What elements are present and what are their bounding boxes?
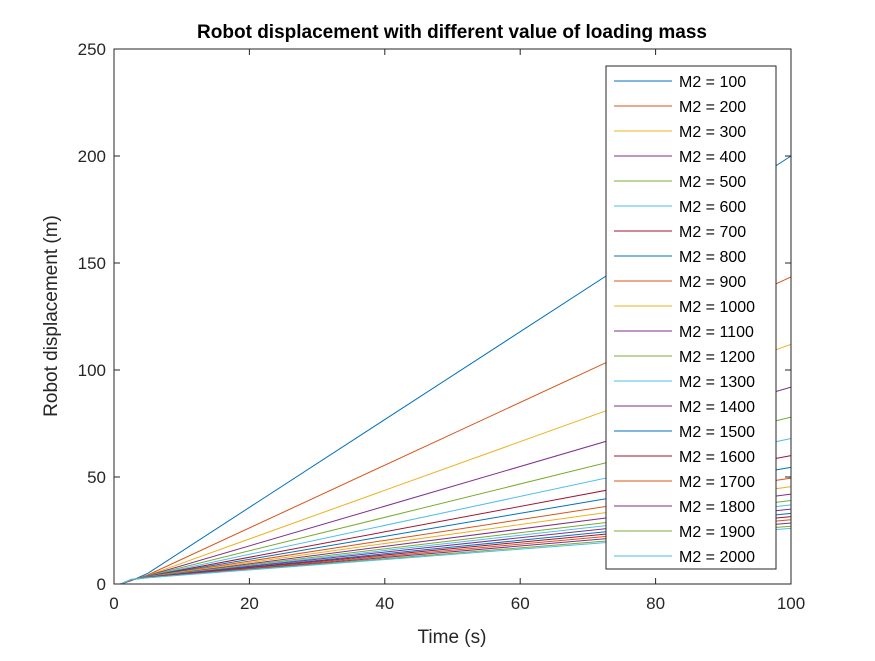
legend-label-13: M2 = 1300 (679, 374, 755, 391)
x-tick-label: 0 (109, 594, 118, 613)
legend-label-17: M2 = 1700 (679, 474, 755, 491)
x-tick-label: 20 (240, 594, 259, 613)
legend: M2 = 100 M2 = 200 M2 = 300 M2 = 400 M2 = 500… (605, 65, 777, 570)
chart-title: Robot displacement with different value … (197, 22, 707, 43)
series-line-20 (120, 527, 792, 585)
x-tick-label: 100 (777, 594, 805, 613)
legend-label-8: M2 = 800 (679, 249, 746, 266)
legend-label-12: M2 = 1200 (679, 349, 755, 366)
x-tick-label: 40 (375, 594, 394, 613)
plot-frame (113, 48, 792, 585)
legend-label-11: M2 = 1100 (679, 324, 754, 341)
legend-label-14: M2 = 1400 (679, 399, 755, 416)
legend-label-15: M2 = 1500 (679, 424, 755, 441)
legend-label-20: M2 = 2000 (679, 549, 755, 566)
legend-label-2: M2 = 200 (679, 99, 746, 116)
y-tick-label: 200 (78, 147, 106, 166)
y-tick-label: 100 (78, 361, 106, 380)
legend-label-1: M2 = 100 (679, 74, 746, 91)
x-tick-label: 80 (646, 594, 665, 613)
x-axis-label: Time (s) (418, 627, 487, 648)
legend-label-7: M2 = 700 (679, 224, 746, 241)
legend-label-18: M2 = 1800 (679, 499, 755, 516)
legend-label-6: M2 = 600 (679, 199, 746, 216)
legend-label-4: M2 = 400 (679, 149, 746, 166)
legend-label-19: M2 = 1900 (679, 524, 755, 541)
y-tick-label: 0 (97, 575, 106, 594)
legend-label-3: M2 = 300 (679, 124, 746, 141)
legend-box (605, 65, 777, 570)
y-tick-label: 50 (87, 468, 106, 487)
y-tick-label: 250 (78, 40, 106, 59)
series-layer (120, 155, 792, 585)
legend-label-5: M2 = 500 (679, 174, 746, 191)
x-tick-label: 60 (511, 594, 530, 613)
ticks-layer: 0 20 40 60 80 100 0 50 100 150 200 250 (78, 40, 806, 613)
y-axis-label: Robot displacement (m) (41, 215, 62, 417)
legend-label-16: M2 = 1600 (679, 449, 755, 466)
legend-label-9: M2 = 900 (679, 274, 746, 291)
legend-label-10: M2 = 1000 (679, 299, 755, 316)
y-tick-label: 150 (78, 254, 106, 273)
